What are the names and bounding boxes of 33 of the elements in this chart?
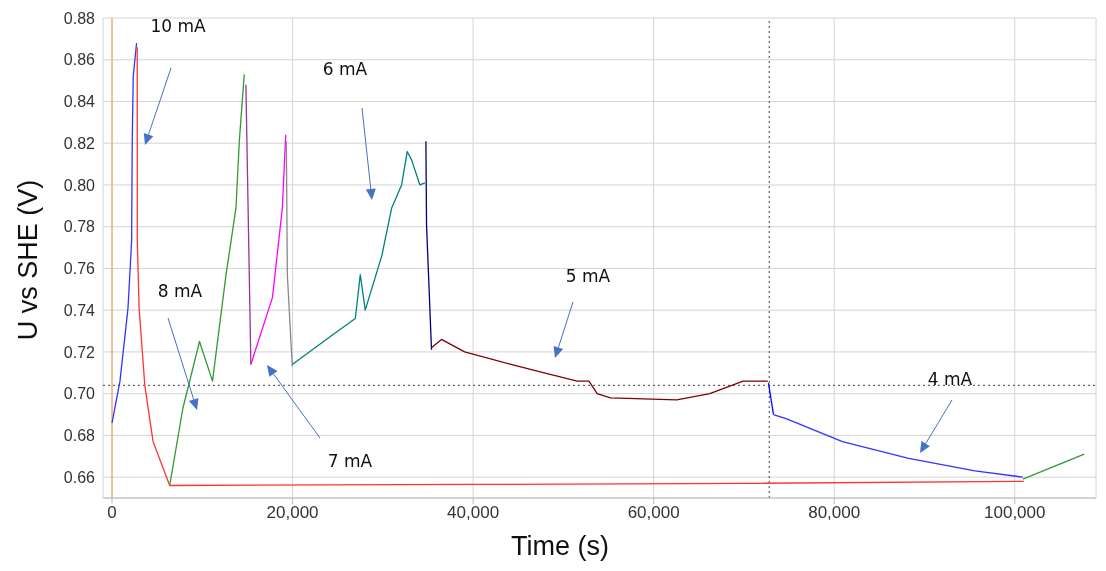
line-series <box>291 150 426 366</box>
y-tick-label: 0.76 <box>63 260 96 278</box>
y-tick-label: 0.70 <box>63 385 96 403</box>
annotation: 6 mA <box>322 59 368 79</box>
y-tick-label: 0.84 <box>63 93 96 111</box>
line-series <box>772 413 1024 478</box>
x-tick-label: 40,000 <box>447 503 500 523</box>
y-tick-label: 0.80 <box>63 176 96 194</box>
y-axis-title: U vs SHE (V) <box>13 179 44 341</box>
annotation: 10 mA <box>150 16 206 36</box>
y-tick-label: 0.86 <box>63 51 96 69</box>
y-tick-label: 0.74 <box>63 301 96 319</box>
x-tick-label: 60,000 <box>627 503 680 523</box>
y-tick-label: 0.72 <box>63 343 96 361</box>
y-tick-label: 0.68 <box>63 427 96 445</box>
x-tick-label: 20,000 <box>266 503 319 523</box>
y-tick-label: 0.88 <box>63 9 96 27</box>
y-tick-label: 0.66 <box>63 468 96 486</box>
line-series <box>136 46 1025 487</box>
line-series <box>250 134 287 366</box>
line-series <box>430 338 769 401</box>
y-tick-label: 0.82 <box>63 134 96 152</box>
annotation: 7 mA <box>327 451 373 471</box>
line-series <box>169 73 245 487</box>
annotation: 4 mA <box>927 369 973 389</box>
x-tick-label: 0 <box>107 503 117 523</box>
x-axis-title: Time (s) <box>511 531 609 562</box>
x-tick-label: 80,000 <box>808 503 861 523</box>
annotation: 5 mA <box>565 266 611 286</box>
annotation: 8 mA <box>157 281 203 301</box>
line-series <box>111 42 138 424</box>
y-tick-label: 0.78 <box>63 218 96 236</box>
x-tick-label: 100,000 <box>984 503 1046 523</box>
